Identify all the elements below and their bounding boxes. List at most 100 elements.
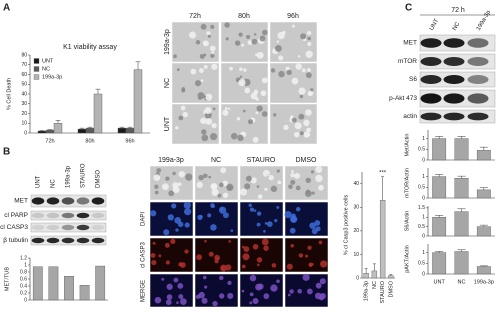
bar	[454, 138, 469, 161]
blot-band	[31, 224, 45, 231]
cell	[270, 185, 278, 192]
y-tick-label: 0.5	[418, 261, 425, 267]
cell	[221, 266, 225, 271]
bar	[432, 176, 447, 199]
cell	[178, 115, 184, 121]
cell	[154, 296, 162, 304]
bar	[476, 226, 491, 237]
x-tick-label: 199a-3p	[474, 279, 494, 285]
cell	[237, 134, 244, 142]
cell	[201, 129, 207, 135]
y-axis-label: % Cell Death	[6, 78, 12, 110]
image-column-label: STAURO	[247, 157, 276, 164]
cell	[286, 263, 293, 270]
cell	[165, 299, 172, 306]
cell	[165, 176, 170, 181]
cell	[291, 117, 297, 123]
cell	[230, 229, 234, 233]
blot-band	[46, 212, 60, 219]
cell	[288, 184, 293, 190]
cell	[306, 132, 311, 137]
cell	[184, 222, 190, 228]
blot-row-label: cl PARP	[4, 212, 28, 219]
cell	[172, 186, 180, 194]
cell	[168, 190, 175, 197]
cell	[219, 182, 224, 188]
panel-label: B	[3, 147, 10, 158]
legend-swatch	[33, 66, 40, 72]
cell	[289, 227, 296, 234]
significance: ***	[379, 170, 387, 176]
cell	[210, 182, 218, 190]
cell	[243, 68, 247, 72]
bar	[371, 270, 378, 279]
cell	[252, 136, 259, 143]
cell	[240, 188, 248, 196]
cell	[318, 240, 323, 245]
y-tick-label: 20	[353, 228, 359, 234]
x-tick-label: 96h	[125, 138, 134, 144]
cell	[257, 283, 264, 290]
x-tick-label: DMSO	[388, 280, 394, 297]
blot-band	[31, 197, 45, 205]
bar	[37, 130, 47, 134]
cell	[173, 277, 179, 283]
blot-band	[76, 224, 90, 231]
cell	[286, 69, 292, 76]
cell	[305, 254, 309, 258]
cell	[166, 294, 173, 300]
cell	[204, 239, 207, 243]
blot-band	[420, 112, 442, 121]
blot-lane-label: STAURO	[81, 163, 87, 188]
panel-label: C	[405, 3, 412, 14]
cell	[245, 175, 252, 182]
cell	[276, 40, 280, 43]
blot-band	[61, 212, 75, 219]
cell	[239, 75, 243, 78]
cell	[287, 293, 291, 297]
cell	[306, 127, 312, 133]
blot-lane-label: NC	[51, 179, 57, 188]
cell	[224, 22, 230, 28]
cell	[276, 205, 280, 209]
bar	[117, 127, 127, 134]
cell	[227, 280, 232, 285]
cell	[253, 33, 257, 36]
cell	[227, 107, 231, 110]
cell	[277, 31, 285, 40]
cell	[291, 77, 299, 85]
cell	[261, 77, 268, 84]
cell	[297, 288, 303, 294]
blot-band	[61, 197, 75, 205]
cell	[261, 238, 269, 246]
cell	[256, 211, 262, 216]
image-row-label: NC	[164, 78, 171, 88]
cell	[315, 282, 322, 289]
cell	[222, 192, 229, 198]
cell	[319, 293, 326, 300]
cell	[256, 222, 261, 227]
cell	[311, 191, 315, 195]
bar	[476, 189, 491, 199]
blot-band	[467, 75, 489, 84]
blot-band	[61, 237, 75, 244]
micrograph	[149, 237, 194, 273]
y-tick-label: 1	[422, 174, 425, 180]
bar	[379, 200, 386, 279]
image-column-label: 96h	[287, 13, 299, 20]
cell	[199, 53, 205, 59]
cell	[305, 177, 311, 183]
cell	[255, 97, 259, 101]
bar	[95, 265, 106, 301]
cell	[319, 278, 326, 285]
cell	[203, 95, 206, 98]
cell	[222, 180, 228, 187]
y-tick-label: 0.8	[20, 269, 27, 275]
cell	[264, 187, 268, 191]
blot-band	[46, 224, 60, 231]
cell	[166, 283, 173, 290]
cell	[177, 182, 182, 187]
cell	[264, 222, 268, 225]
y-axis-label: Met/Actin	[404, 134, 410, 157]
